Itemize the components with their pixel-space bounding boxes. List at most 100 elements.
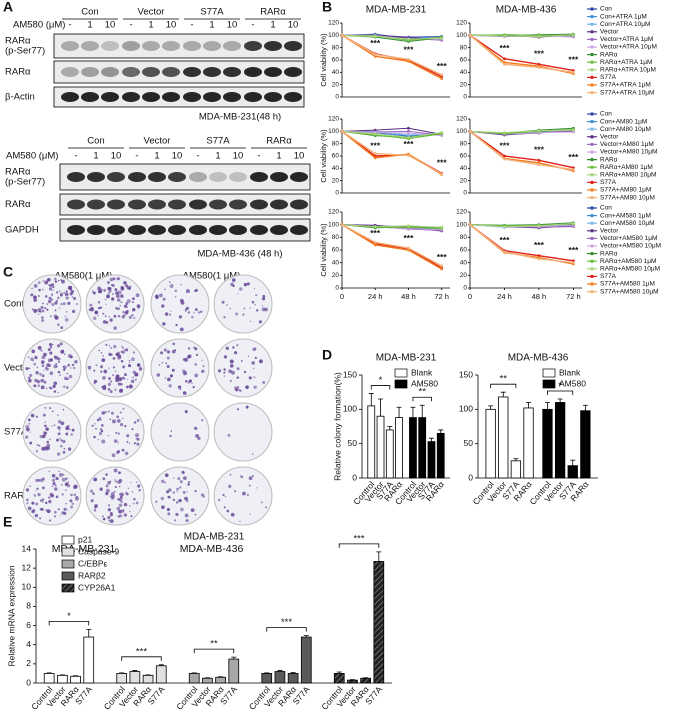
colony (31, 349, 35, 354)
colony (52, 478, 56, 482)
colony (255, 309, 259, 312)
y-tick-label: 0 (468, 472, 473, 482)
colony (155, 500, 158, 503)
blot-band (107, 225, 125, 235)
colony (33, 362, 37, 366)
colony (128, 510, 131, 513)
colony (168, 281, 171, 283)
colony (252, 367, 255, 370)
colony (56, 438, 59, 442)
colony (191, 382, 193, 385)
significance-bracket (193, 648, 235, 654)
blot-band (162, 67, 180, 77)
panel-label: C (3, 264, 13, 280)
colony (186, 491, 188, 493)
colony (40, 499, 43, 502)
bar (70, 675, 81, 684)
colony (102, 320, 107, 324)
colony (34, 513, 39, 518)
series-line (341, 224, 443, 270)
dose-label: - (251, 20, 254, 31)
point (340, 223, 344, 227)
colony (194, 513, 197, 516)
y-tick-label: 120 (328, 20, 339, 27)
colony (249, 307, 251, 309)
colony (135, 293, 140, 298)
colony (42, 434, 46, 439)
colony (39, 373, 42, 376)
colony (195, 353, 199, 357)
colony (63, 440, 66, 443)
colony (94, 423, 96, 425)
colony (164, 377, 166, 379)
colony (99, 428, 103, 431)
colony (57, 370, 61, 374)
legend-label: S77A (600, 179, 617, 186)
colony (30, 357, 34, 362)
colony (155, 294, 159, 299)
legend-label: RARα (600, 51, 618, 58)
colony (73, 297, 77, 301)
colony (176, 501, 179, 504)
colony (118, 354, 122, 358)
error-bar (132, 670, 138, 672)
y-tick-label: 120 (456, 116, 467, 123)
colony (53, 424, 56, 427)
legend-label: Blank (411, 367, 433, 377)
annotation: ** (500, 374, 508, 385)
colony (197, 436, 201, 440)
colony (51, 298, 54, 301)
legend-label: S77A+AM80 1μM (600, 187, 651, 194)
colony (31, 308, 34, 311)
colony (94, 310, 99, 315)
bar (485, 408, 496, 479)
colony (70, 505, 74, 509)
colony (28, 376, 31, 380)
colony (172, 342, 176, 346)
point (468, 223, 472, 227)
colony (108, 316, 110, 318)
x-tick-label: 0 (468, 292, 472, 301)
blot-band (162, 92, 180, 102)
colony (126, 440, 129, 443)
colony (74, 360, 78, 364)
blot-row-label: (p-Ser77) (5, 46, 45, 57)
colony (109, 418, 112, 421)
y-tick-label: 10 (22, 582, 32, 592)
error-bar (368, 393, 374, 406)
legend-label: RARβ2 (78, 570, 106, 580)
colony (43, 380, 47, 384)
colony (166, 490, 169, 494)
bar (287, 673, 299, 684)
point (407, 131, 410, 135)
panel-label: A (3, 0, 13, 15)
colony (137, 363, 140, 366)
colony (72, 309, 76, 313)
colony (128, 442, 131, 444)
dose-label: 10 (227, 20, 238, 31)
blot-band (142, 41, 160, 51)
blot-band (189, 225, 207, 235)
colony (132, 351, 136, 354)
colony (88, 308, 92, 312)
legend-label: Con (600, 205, 612, 212)
colony (177, 477, 181, 481)
colony (180, 283, 182, 286)
colony (243, 307, 246, 310)
colony (121, 376, 125, 380)
colony (245, 405, 249, 409)
colony (102, 355, 104, 357)
error-bar (419, 404, 425, 418)
colony (62, 349, 65, 351)
legend-label: Vector+AM580 10μM (600, 243, 661, 250)
colony (26, 498, 29, 502)
colony (119, 305, 121, 307)
colony (42, 280, 45, 282)
colony (53, 487, 58, 491)
bar (274, 671, 286, 684)
colony (40, 507, 44, 511)
blot-band (107, 172, 125, 182)
colony (182, 476, 187, 481)
colony (128, 359, 131, 362)
